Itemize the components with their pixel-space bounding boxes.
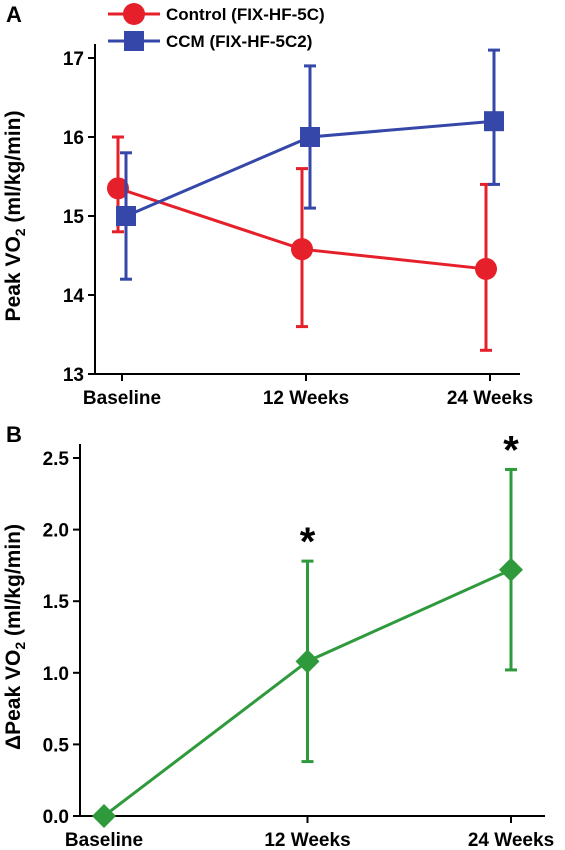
y-tick-label: 1.5 (43, 592, 70, 613)
series-1 (116, 48, 504, 281)
data-point (92, 804, 116, 828)
panel-a: A 13 14 15 16 17 Baseline 12 Weeks 24 Weeks Peak … (2, 2, 533, 409)
legend-marker (123, 3, 145, 25)
y-tick-label: 1.0 (43, 664, 69, 685)
y-tick-label: 15 (63, 207, 85, 228)
data-point (291, 238, 313, 261)
x-tick-label: Baseline (65, 830, 143, 850)
data-point (300, 127, 320, 147)
panel-letter: B (6, 422, 22, 447)
legend-label: CCM (FIX-HF-5C2) (166, 32, 312, 51)
y-tick-label: 14 (63, 286, 85, 307)
data-point (107, 177, 129, 200)
data-point (499, 557, 523, 582)
x-tick-label: 24 Weeks (468, 830, 554, 850)
significance-marker: * (503, 428, 519, 472)
x-tick-label: 12 Weeks (263, 388, 349, 409)
series-0 (107, 135, 497, 352)
data-point (484, 111, 504, 132)
data-point (475, 257, 497, 280)
y-tick-label: 2.0 (43, 521, 69, 542)
y-tick-label: 2.5 (43, 449, 70, 470)
legend-label: Control (FIX-HF-5C) (166, 5, 325, 24)
legend-marker (124, 31, 144, 51)
y-tick-label: 17 (63, 49, 84, 70)
panel-letter: A (6, 2, 22, 27)
x-tick-label: Baseline (83, 388, 161, 409)
y-axis-title: Peak VO2 (ml/kg/min) (2, 111, 28, 322)
x-tick-label: 12 Weeks (264, 830, 350, 850)
panel-b: B 0.0 0.5 1.0 1.5 2.0 2.5 Baseline 12 Weeks 24 We… (2, 422, 554, 850)
significance-marker: * (300, 520, 316, 564)
y-axis-title: ΔPeak VO2 (ml/kg/min) (2, 524, 28, 750)
data-point (295, 649, 320, 674)
data-point (116, 206, 136, 226)
legend: Control (FIX-HF-5C) CCM (FIX-HF-5C2) (108, 3, 325, 51)
y-tick-label: 16 (63, 128, 84, 149)
x-tick-label: 24 Weeks (447, 388, 533, 409)
y-tick-label: 0.5 (43, 735, 70, 756)
series-0: ** (92, 428, 523, 828)
y-tick-label: 0.0 (43, 807, 69, 828)
y-tick-label: 13 (63, 365, 84, 386)
